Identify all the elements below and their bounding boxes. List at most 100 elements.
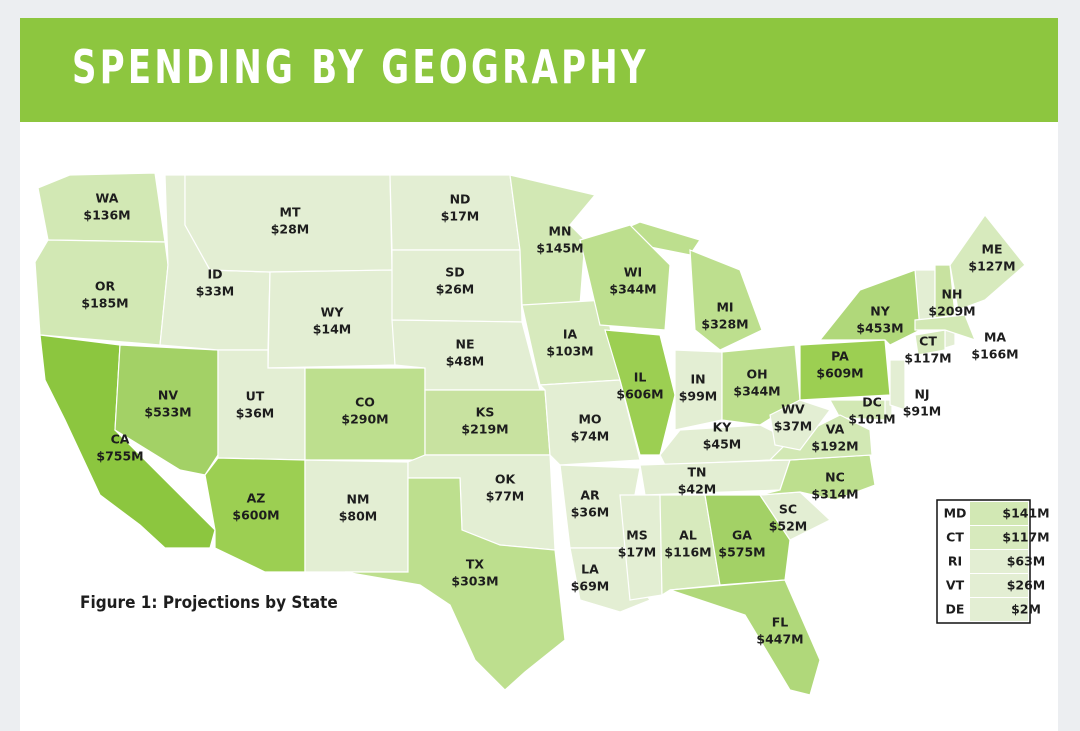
state-amount: $344M — [609, 282, 656, 297]
state-code: OR — [95, 279, 116, 294]
state-shape — [689, 249, 763, 351]
state-amount: $116M — [664, 545, 711, 560]
inset-amount: $26M — [1007, 578, 1046, 593]
inset-amount: $117M — [1002, 530, 1049, 545]
state-code: NC — [825, 470, 845, 485]
state-amount: $69M — [571, 579, 610, 594]
inset-code: MD — [944, 506, 967, 521]
state-code: KY — [713, 420, 733, 435]
state-labels: WA $136M OR $185M CA $755M NV $533M ID $33M MT $28M… — [81, 191, 1018, 647]
state-code: WA — [96, 191, 119, 206]
state-shapes — [34, 172, 1026, 696]
state-amount: $344M — [733, 384, 780, 399]
inset-amount: $2M — [1011, 602, 1041, 617]
state-shape — [669, 579, 821, 696]
figure-caption: Figure 1: Projections by State — [80, 593, 338, 613]
state-code: GA — [732, 528, 752, 543]
state-amount: $166M — [971, 347, 1018, 362]
state-amount: $28M — [271, 222, 310, 237]
state-amount: $328M — [701, 317, 748, 332]
state-code: IN — [690, 372, 705, 387]
inset-amount-cell — [970, 598, 1028, 621]
state-shape — [889, 359, 906, 411]
state-amount: $101M — [848, 412, 895, 427]
state-amount: $575M — [718, 545, 765, 560]
state-code: CA — [111, 432, 130, 447]
state-amount: $117M — [904, 351, 951, 366]
state-code: NV — [158, 388, 178, 403]
state-shape — [344, 477, 566, 691]
state-amount: $192M — [811, 439, 858, 454]
state-amount: $185M — [81, 296, 128, 311]
state-amount: $42M — [678, 482, 717, 497]
state-code: LA — [581, 562, 599, 577]
state-shape — [799, 339, 891, 401]
state-shape — [619, 494, 663, 601]
state-code: MS — [626, 528, 647, 543]
state-amount: $127M — [968, 259, 1015, 274]
state-code: SD — [445, 265, 464, 280]
state-amount: $17M — [441, 209, 480, 224]
state-code: TX — [466, 557, 485, 572]
state-code: NY — [870, 304, 890, 319]
state-code: CT — [919, 334, 937, 349]
state-code: ND — [450, 192, 471, 207]
inset-code: VT — [946, 578, 965, 593]
inset-amount: $63M — [1007, 554, 1046, 569]
state-code: AR — [580, 488, 600, 503]
inset-table: MD $141M CT $117M RI $63M VT $26M DE $2M — [936, 499, 1050, 624]
state-amount: $136M — [83, 208, 130, 223]
state-code: NJ — [914, 387, 929, 402]
state-code: AZ — [247, 491, 266, 506]
state-amount: $314M — [811, 487, 858, 502]
state-amount: $48M — [446, 354, 485, 369]
state-amount: $14M — [313, 322, 352, 337]
state-shape — [579, 224, 671, 331]
state-amount: $74M — [571, 429, 610, 444]
state-code: OH — [746, 367, 767, 382]
state-code: IL — [634, 370, 647, 385]
state-code: DC — [862, 395, 882, 410]
state-amount: $52M — [769, 519, 808, 534]
state-code: AL — [679, 528, 697, 543]
state-amount: $36M — [571, 505, 610, 520]
state-shape — [704, 494, 791, 586]
state-code: MI — [716, 300, 733, 315]
inset-code: DE — [946, 602, 965, 617]
state-shape — [769, 399, 831, 451]
state-amount: $36M — [236, 406, 275, 421]
state-amount: $609M — [816, 366, 863, 381]
state-code: FL — [772, 615, 789, 630]
state-amount: $37M — [774, 419, 813, 434]
state-amount: $303M — [451, 574, 498, 589]
state-code: KS — [476, 405, 495, 420]
state-amount: $17M — [618, 545, 657, 560]
state-code: MN — [549, 224, 572, 239]
inset-amount-cell — [970, 574, 1028, 597]
inset-amount-cell — [970, 502, 1028, 525]
state-amount: $219M — [461, 422, 508, 437]
state-amount: $33M — [196, 284, 235, 299]
state-amount: $103M — [546, 344, 593, 359]
state-amount: $77M — [486, 489, 525, 504]
inset-amount: $141M — [1002, 506, 1049, 521]
state-code: MO — [578, 412, 601, 427]
header-band: SPENDING BY GEOGRAPHY — [20, 18, 1058, 122]
state-shape — [914, 329, 946, 356]
state-code: IA — [563, 327, 578, 342]
state-code: MA — [984, 330, 1006, 345]
state-amount: $45M — [703, 437, 742, 452]
state-amount: $99M — [679, 389, 718, 404]
state-shape — [949, 213, 1026, 311]
state-shape — [914, 314, 977, 341]
inset-amount-cell — [970, 526, 1028, 549]
state-code: NM — [347, 492, 370, 507]
state-code: ME — [982, 242, 1003, 257]
state-code: SC — [779, 502, 797, 517]
state-amount: $447M — [756, 632, 803, 647]
state-amount: $91M — [903, 404, 942, 419]
state-amount: $145M — [536, 241, 583, 256]
state-amount: $533M — [144, 405, 191, 420]
